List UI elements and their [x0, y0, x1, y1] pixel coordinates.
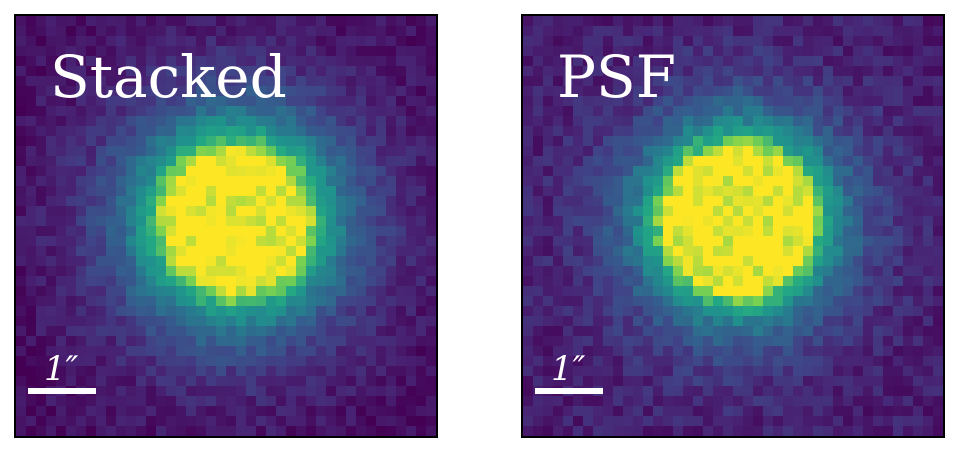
scale-bar	[28, 388, 96, 394]
scale-bar-label: 1″	[551, 349, 586, 389]
panel-title-stacked: Stacked	[50, 43, 287, 111]
scale-bar-label: 1″	[44, 349, 79, 389]
psf-image	[523, 16, 943, 436]
scale-bar	[535, 388, 603, 394]
panel-title-psf: PSF	[557, 43, 677, 111]
stacked-image	[16, 16, 436, 436]
psf-image-panel: PSF 1″	[521, 14, 945, 438]
stacked-image-panel: Stacked 1″	[14, 14, 438, 438]
